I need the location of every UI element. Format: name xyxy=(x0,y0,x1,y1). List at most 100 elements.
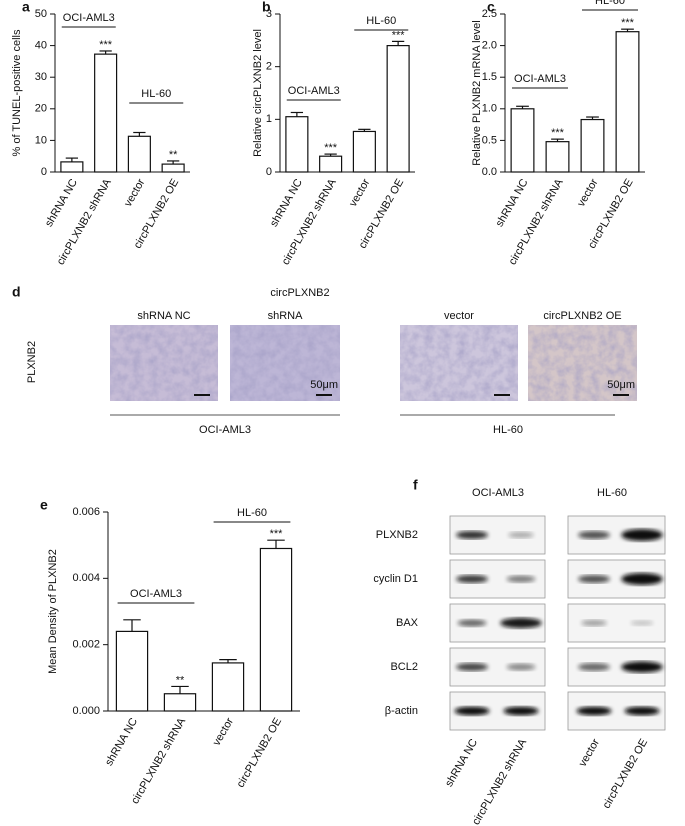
blot-band xyxy=(621,661,663,673)
error-bar xyxy=(65,157,79,162)
y-tick-label: 10 xyxy=(35,134,47,146)
panel-label: f xyxy=(413,477,418,493)
column-label: circPLXNB2 OE xyxy=(543,310,621,322)
significance: *** xyxy=(324,142,338,154)
row-label: cyclin D1 xyxy=(373,573,418,585)
bar xyxy=(319,155,343,173)
y-axis-label: Relative PLXNB2 mRNA level xyxy=(471,20,483,166)
y-axis-label: Mean Density of PLXNB2 xyxy=(47,549,59,674)
error-bar xyxy=(516,105,529,109)
error-bar xyxy=(358,128,371,132)
ihc-header: circPLXNB2 xyxy=(270,287,329,299)
y-axis-label: Relative circPLXNB2 level xyxy=(252,29,264,157)
row-label: BCL2 xyxy=(390,661,418,673)
row-label: BAX xyxy=(396,617,419,629)
panel-label: c xyxy=(487,0,495,15)
y-tick-label: 0.004 xyxy=(72,572,100,584)
blot-band xyxy=(576,706,612,716)
significance: *** xyxy=(392,29,406,41)
y-tick-label: 1.5 xyxy=(482,71,497,83)
error-bar xyxy=(551,138,564,142)
y-tick-label: 20 xyxy=(35,103,47,115)
bar xyxy=(161,163,185,173)
significance: *** xyxy=(621,17,635,29)
y-tick-label: 0.000 xyxy=(72,705,100,717)
blot-band xyxy=(581,619,607,627)
bar xyxy=(510,108,535,173)
panel-label: a xyxy=(22,0,30,15)
group-label: HL-60 xyxy=(141,88,171,100)
group-label: OCI-AML3 xyxy=(514,73,566,85)
blot-band xyxy=(578,531,610,539)
blot-band xyxy=(456,531,488,539)
scale-bar-label: 50μm xyxy=(607,379,635,391)
x-tick-label: vector xyxy=(122,177,148,209)
lane-label: circPLXNB2 shRNA xyxy=(470,736,529,826)
group-label: HL-60 xyxy=(493,424,523,436)
panel-label: b xyxy=(262,0,271,15)
bar xyxy=(163,693,197,712)
lane-label: shRNA NC xyxy=(443,737,480,789)
y-tick-label: 0.002 xyxy=(72,639,100,651)
column-label: vector xyxy=(444,310,474,322)
group-label: OCI-AML3 xyxy=(288,85,340,97)
lane-label: circPLXNB2 OE xyxy=(601,737,651,811)
bar xyxy=(580,118,605,173)
bar xyxy=(352,130,376,173)
row-label: PLXNB2 xyxy=(376,529,418,541)
y-tick-label: 0.0 xyxy=(482,166,497,178)
error-bar xyxy=(391,40,405,46)
significance: ** xyxy=(169,149,178,161)
group-label: OCI-AML3 xyxy=(130,588,182,600)
row-label: β-actin xyxy=(385,705,418,717)
group-label: HL-60 xyxy=(595,0,625,7)
bar xyxy=(115,630,149,712)
blot-band xyxy=(621,573,663,585)
error-bar xyxy=(219,658,237,663)
bar xyxy=(285,116,309,173)
x-tick-label: shRNA NC xyxy=(268,177,305,229)
blot-band xyxy=(457,619,487,627)
x-tick-label: circPLXNB2 OE xyxy=(235,716,285,790)
error-bar xyxy=(290,111,304,117)
bar xyxy=(127,135,151,173)
ihc-texture xyxy=(400,325,518,401)
y-tick-label: 2.5 xyxy=(482,8,497,20)
blot-band xyxy=(500,617,542,629)
bar xyxy=(211,662,245,712)
error-bar xyxy=(123,619,141,632)
blot-band xyxy=(454,706,490,716)
x-tick-label: vector xyxy=(211,716,237,748)
blot-band xyxy=(506,663,536,671)
row-label: PLXNB2 xyxy=(26,341,38,383)
error-bar xyxy=(267,539,285,549)
bar xyxy=(60,161,84,173)
blot-band xyxy=(503,706,539,716)
panel-label: d xyxy=(12,284,21,300)
error-bar xyxy=(324,153,337,157)
group-label: HL-60 xyxy=(597,487,627,499)
x-tick-label: vector xyxy=(347,177,373,209)
blot-band xyxy=(621,529,663,541)
y-tick-label: 0.006 xyxy=(72,506,100,518)
significance: *** xyxy=(270,528,284,540)
group-label: OCI-AML3 xyxy=(63,12,115,24)
error-bar xyxy=(586,116,599,120)
lane-label: vector xyxy=(577,737,603,769)
blot-band xyxy=(624,706,660,716)
significance: *** xyxy=(99,39,113,51)
y-tick-label: 0 xyxy=(266,166,272,178)
y-tick-label: 30 xyxy=(35,71,47,83)
x-tick-label: shRNA NC xyxy=(43,177,80,229)
y-tick-label: 40 xyxy=(35,40,47,52)
bar xyxy=(615,31,640,173)
bar xyxy=(386,44,410,173)
blot-band xyxy=(508,531,534,539)
group-label: OCI-AML3 xyxy=(472,487,524,499)
y-tick-label: 0 xyxy=(41,166,47,178)
error-bar xyxy=(171,685,189,694)
ihc-texture xyxy=(230,325,340,401)
blot-band xyxy=(578,663,610,671)
error-bar xyxy=(133,131,146,137)
scale-bar-label: 50μm xyxy=(310,379,338,391)
